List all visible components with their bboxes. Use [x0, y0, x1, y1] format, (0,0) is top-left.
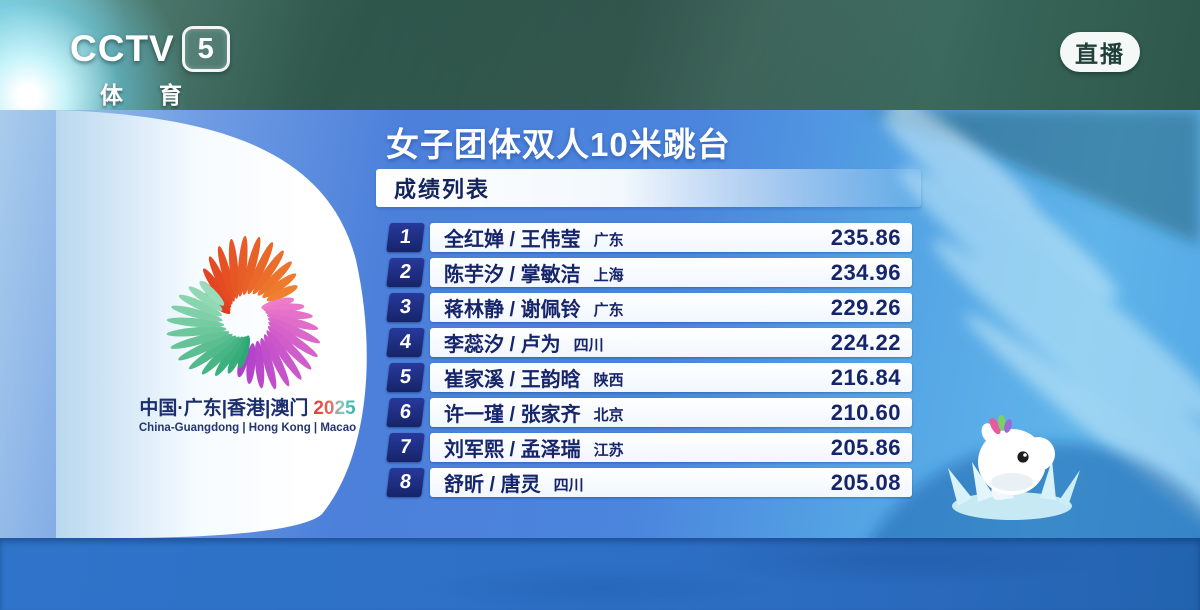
rank-badge: 6: [386, 398, 425, 427]
result-row: 7 刘军熙 / 孟泽瑞 江苏 205.86: [386, 433, 912, 462]
result-row: 2 陈芋汐 / 掌敏洁 上海 234.96: [386, 258, 912, 287]
result-bar: 李蕊汐 / 卢为 四川 224.22: [430, 328, 912, 357]
cctv-wordmark: CCTV: [70, 28, 175, 69]
national-games-logo: [166, 235, 321, 390]
score-value: 205.86: [830, 434, 901, 460]
rank-badge: 4: [386, 328, 425, 357]
result-bar: 蒋林静 / 谢佩铃 广东 229.26: [430, 293, 912, 322]
event-title: 女子团体双人10米跳台: [386, 126, 731, 163]
region-label: 陕西: [593, 372, 624, 389]
pair-names: 刘军熙 / 孟泽瑞: [444, 439, 581, 461]
pair-names: 崔家溪 / 王韵晗: [444, 369, 581, 391]
result-bar: 刘军熙 / 孟泽瑞 江苏 205.86: [430, 433, 912, 462]
light-rays: [881, 110, 1200, 538]
mascot-belly: [991, 473, 1033, 491]
pair-names: 蒋林静 / 谢佩铃: [444, 299, 581, 321]
region-label: 北京: [593, 407, 624, 424]
games-title-en: China-Guangdong | Hong Kong | Macao: [138, 421, 357, 434]
pair-names: 陈芋汐 / 掌敏洁: [444, 264, 581, 286]
result-bar: 全红婵 / 王伟莹 广东 235.86: [430, 223, 912, 252]
result-row: 1 全红婵 / 王伟莹 广东 235.86: [386, 223, 912, 252]
result-row: 4 李蕊汐 / 卢为 四川 224.22: [386, 328, 912, 357]
result-row: 3 蒋林静 / 谢佩铃 广东 229.26: [386, 293, 912, 322]
channel-number-badge: 5: [181, 26, 230, 72]
region-label: 广东: [593, 232, 624, 249]
region-label: 四川: [553, 477, 584, 494]
region-label: 上海: [593, 267, 624, 284]
pair-names: 李蕊汐 / 卢为: [444, 334, 561, 356]
water-bottom-strip: [0, 538, 1200, 610]
score-value: 229.26: [830, 294, 901, 320]
cctv5-logo: CCTV 5 体育: [70, 26, 230, 110]
rank-badge: 2: [386, 258, 425, 287]
water-mound: [871, 442, 1200, 538]
rank-badge: 3: [386, 293, 425, 322]
live-badge: 直播: [1060, 32, 1140, 72]
region-label: 广东: [593, 302, 624, 319]
rank-badge: 1: [386, 223, 425, 252]
result-row: 8 舒昕 / 唐灵 四川 205.08: [386, 468, 912, 497]
result-bar: 许一瑾 / 张家齐 北京 210.60: [430, 398, 912, 427]
pair-names: 许一瑾 / 张家齐: [444, 404, 581, 426]
result-row: 5 崔家溪 / 王韵晗 陕西 216.84: [386, 363, 912, 392]
games-year: 2025: [313, 398, 356, 419]
mascot: [948, 415, 1080, 520]
results-header-label: 成绩列表: [394, 177, 491, 202]
score-value: 205.08: [830, 469, 901, 495]
rank-badge: 5: [386, 363, 425, 392]
games-logo-caption: 中国·广东|香港|澳门 2025 China-Guangdong | Hong K…: [100, 398, 395, 435]
rank-badge: 7: [386, 433, 425, 462]
background-scene: [56, 110, 1200, 538]
result-bar: 舒昕 / 唐灵 四川 205.08: [430, 468, 912, 497]
mascot-eye-glint: [1023, 453, 1027, 457]
pair-names: 全红婵 / 王伟莹: [444, 229, 581, 251]
mascot-eye: [1017, 451, 1029, 463]
games-title-cn: 中国·广东|香港|澳门: [139, 398, 309, 419]
score-value: 210.60: [830, 399, 901, 425]
score-value: 216.84: [830, 364, 901, 390]
region-label: 四川: [573, 337, 604, 354]
score-value: 234.96: [830, 259, 901, 285]
result-row: 6 许一瑾 / 张家齐 北京 210.60: [386, 398, 912, 427]
score-value: 224.22: [830, 329, 901, 355]
result-bar: 崔家溪 / 王韵晗 陕西 216.84: [430, 363, 912, 392]
results-header-bar: 成绩列表: [376, 169, 921, 207]
result-bar: 陈芋汐 / 掌敏洁 上海 234.96: [430, 258, 912, 287]
channel-subtitle: 体育: [100, 82, 218, 108]
pair-names: 舒昕 / 唐灵: [444, 474, 541, 496]
water-shadow-wedge: [860, 110, 1200, 245]
rank-badge: 8: [386, 468, 425, 497]
broadcast-top-bar: CCTV 5 体育 直播: [0, 0, 1200, 111]
scoreboard-overlay: 中国·广东|香港|澳门 2025 China-Guangdong | Hong K…: [0, 110, 1200, 538]
region-label: 江苏: [593, 442, 624, 459]
results-table: 1 全红婵 / 王伟莹 广东 235.86 2 陈芋汐 / 掌敏洁 上海 234…: [386, 223, 912, 497]
score-value: 235.86: [830, 224, 901, 250]
splash: [948, 460, 1080, 520]
mascot-hair-tuft: [989, 415, 1012, 435]
